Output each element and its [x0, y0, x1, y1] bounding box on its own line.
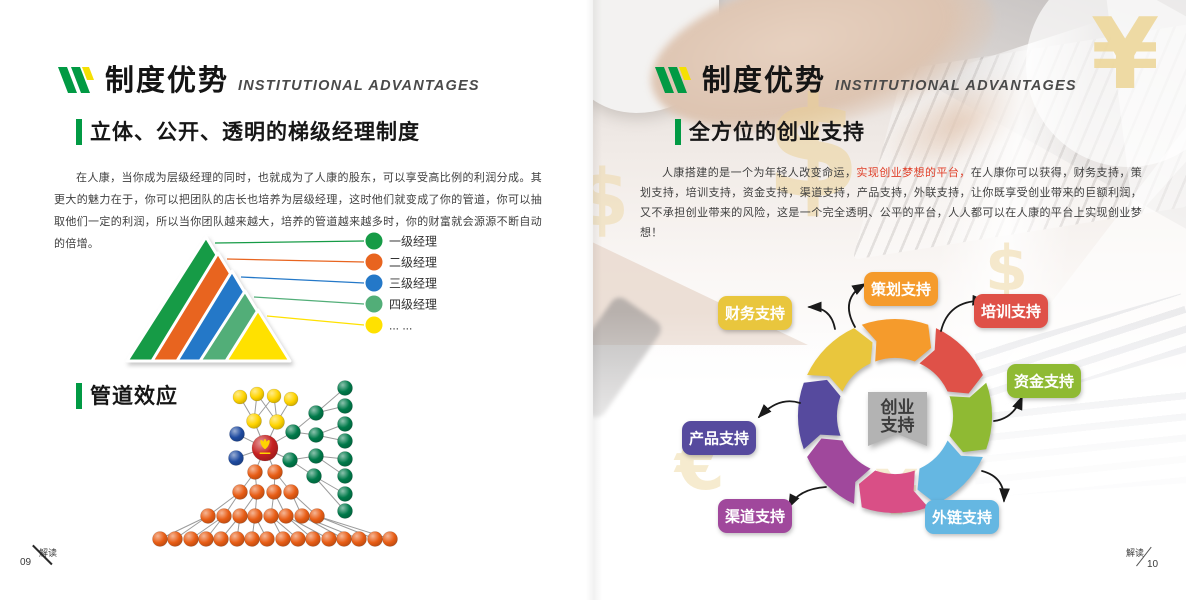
page-footer: 解读 10	[1126, 546, 1181, 576]
svg-text:创业: 创业	[880, 397, 915, 417]
svg-text:一级经理: 一级经理	[389, 235, 437, 249]
accent-bar	[76, 383, 82, 409]
svg-text:财务支持: 财务支持	[725, 305, 785, 323]
footer-label: 解读	[39, 548, 58, 558]
body-text: 在人康你可以获得，财务支持，策划支持，培训支持，资金支持，渠道支持，产品支持，外…	[640, 167, 1143, 239]
page-left: 制度优势 INSTITUTIONAL ADVANTAGES 立体、公开、透明的梯…	[20, 62, 542, 574]
svg-text:产品支持: 产品支持	[689, 430, 749, 448]
dollar-symbol: $	[593, 154, 630, 244]
svg-text:渠道支持: 渠道支持	[725, 508, 785, 526]
yen-symbol: ¥	[1091, 0, 1160, 112]
cycle-center-badge: 创业支持	[868, 392, 927, 446]
accent-bar	[675, 119, 681, 145]
page-title: 制度优势	[105, 65, 230, 97]
section-heading-startup-support: 全方位的创业支持	[675, 119, 865, 145]
brand-logo-icon	[58, 67, 94, 93]
page-title-english: INSTITUTIONAL ADVANTAGES	[238, 78, 480, 94]
dollar-symbol: $	[985, 232, 1029, 305]
pyramid-layers	[125, 235, 292, 363]
accent-bar	[76, 119, 82, 145]
svg-text:... ...: ... ...	[389, 319, 412, 333]
svg-text:三级经理: 三级经理	[389, 277, 437, 291]
page-footer: 解读 09	[20, 544, 70, 574]
page-right: ¥ $ $ $ € ¥ 制度优势 INSTITUTIONAL ADVANTAGE…	[593, 0, 1186, 600]
page-header: 制度优势 INSTITUTIONAL ADVANTAGES	[653, 62, 1077, 96]
svg-text:二级经理: 二级经理	[389, 256, 437, 270]
brand-logo-icon	[655, 67, 691, 93]
section-heading-manager-system: 立体、公开、透明的梯级经理制度	[76, 119, 420, 145]
page-header: 制度优势 INSTITUTIONAL ADVANTAGES	[56, 62, 480, 96]
network-nodes	[152, 380, 398, 547]
section-heading-pipeline-effect: 管道效应	[76, 383, 178, 409]
svg-text:策划支持: 策划支持	[870, 281, 931, 299]
svg-text:培训支持: 培训支持	[981, 303, 1041, 321]
company-emblem	[259, 439, 271, 454]
svg-text:外链支持: 外链支持	[931, 509, 992, 527]
svg-text:四级经理: 四级经理	[389, 298, 437, 312]
body-paragraph: 人康搭建的是一个为年轻人改变命运，实现创业梦想的平台，在人康你可以获得，财务支持…	[640, 163, 1142, 243]
footer-label: 解读	[1126, 548, 1145, 558]
page-number: 10	[1147, 559, 1159, 570]
cycle-ring-segments	[797, 318, 993, 514]
body-paragraph: 在人康，当你成为层级经理的同时，也就成为了人康的股东，可以享受高比例的利润分成。…	[54, 172, 542, 250]
svg-text:资金支持: 资金支持	[1014, 373, 1074, 391]
page-number: 09	[20, 557, 32, 568]
page-fold	[586, 0, 602, 600]
dollar-symbol: $	[765, 68, 862, 229]
body-text-highlight: 实现创业梦想的平台，	[856, 167, 971, 179]
page-title-english: INSTITUTIONAL ADVANTAGES	[835, 78, 1077, 94]
body-text: 人康搭建的是一个为年轻人改变命运，	[662, 167, 857, 179]
page-title: 制度优势	[702, 65, 827, 97]
svg-text:支持: 支持	[881, 415, 915, 435]
